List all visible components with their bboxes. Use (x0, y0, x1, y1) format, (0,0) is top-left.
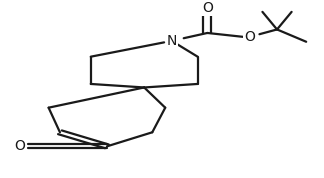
Text: O: O (14, 139, 25, 153)
Text: O: O (202, 1, 213, 15)
Text: O: O (244, 30, 255, 44)
Text: N: N (167, 34, 177, 48)
